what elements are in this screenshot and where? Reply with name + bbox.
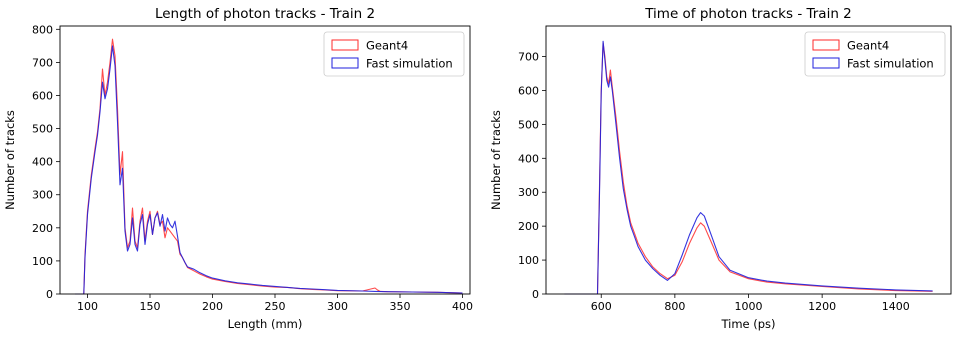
y-tick-label: 800 [32, 23, 53, 36]
chart-title: Time of photon tracks - Train 2 [644, 6, 852, 22]
x-tick-label: 800 [664, 300, 685, 313]
legend: Geant4 Fast simulation [323, 31, 465, 77]
chart-panel-1: Length of photon tracks - Train 2 100 150 2… [3, 6, 473, 331]
series-line-fast-simulation [75, 45, 463, 295]
legend-swatch-geant4 [331, 39, 359, 51]
y-tick-label: 300 [518, 186, 539, 199]
y-tick-label: 400 [32, 156, 53, 169]
y-tick-label: 300 [32, 189, 53, 202]
legend-box [323, 31, 465, 77]
legend-box [804, 31, 946, 77]
y-tick-label: 600 [518, 84, 539, 97]
x-tick-label: 1400 [882, 300, 910, 313]
y-tick-label: 400 [518, 152, 539, 165]
legend-swatch-fast-simulation [812, 57, 840, 69]
x-tick-label: 400 [452, 300, 473, 313]
x-tick-label: 250 [265, 300, 286, 313]
legend-label: Fast simulation [366, 57, 453, 71]
y-tick-label: 500 [32, 123, 53, 136]
plot-area [564, 40, 933, 295]
x-tick-label: 1000 [735, 300, 763, 313]
y-tick-label: 200 [518, 220, 539, 233]
plot-area [75, 38, 463, 295]
y-axis-label: Number of tracks [489, 110, 503, 210]
x-tick-label: 600 [591, 300, 612, 313]
axes-frame [59, 25, 471, 295]
y-tick-label: 100 [518, 254, 539, 267]
y-tick-label: 0 [46, 288, 53, 301]
y-tick-label: 0 [532, 288, 539, 301]
y-axis-label: Number of tracks [3, 110, 17, 210]
legend-swatch-fast-simulation [331, 57, 359, 69]
x-tick-label: 1200 [808, 300, 836, 313]
y-tick-label: 700 [32, 56, 53, 69]
series-line-fast-simulation [564, 40, 933, 295]
chart-panel-2: Time of photon tracks - Train 2 600 800 100… [489, 6, 952, 331]
x-axis-label: Time (ps) [720, 317, 775, 331]
x-tick-label: 150 [140, 300, 161, 313]
y-tick-label: 500 [518, 118, 539, 131]
y-tick-label: 700 [518, 51, 539, 64]
x-tick-label: 100 [77, 300, 98, 313]
chart-title: Length of photon tracks - Train 2 [155, 6, 375, 22]
legend: Geant4 Fast simulation [804, 31, 946, 77]
legend-label: Geant4 [847, 39, 889, 53]
legend-label: Geant4 [366, 39, 408, 53]
y-tick-label: 200 [32, 222, 53, 235]
x-tick-label: 300 [327, 300, 348, 313]
x-tick-label: 350 [390, 300, 411, 313]
series-line-geant4 [75, 38, 463, 295]
legend-swatch-geant4 [812, 39, 840, 51]
x-axis-label: Length (mm) [228, 317, 303, 331]
legend-label: Fast simulation [847, 57, 934, 71]
series-line-geant4 [564, 42, 933, 295]
y-tick-label: 600 [32, 89, 53, 102]
x-tick-label: 200 [202, 300, 223, 313]
y-tick-label: 100 [32, 255, 53, 268]
